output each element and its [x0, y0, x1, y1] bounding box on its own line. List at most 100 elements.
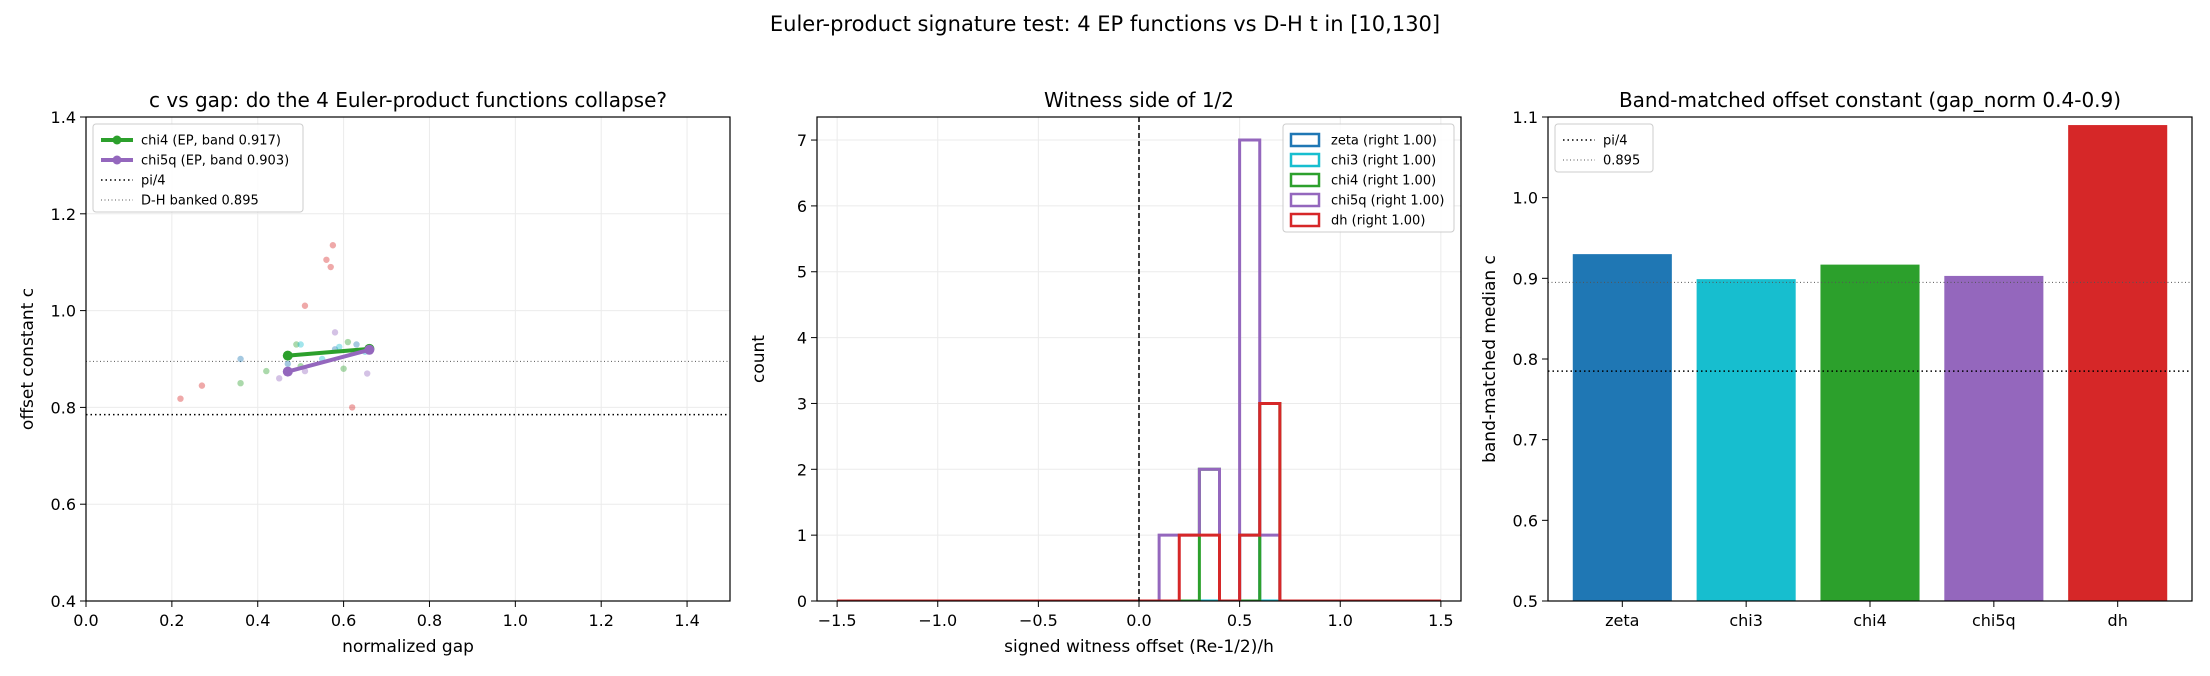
y-tick-label: 1.0 [1513, 189, 1538, 208]
y-tick-label: 0.8 [51, 398, 76, 417]
scatter-point [237, 355, 244, 363]
x-tick-label: chi3 [1729, 611, 1763, 630]
legend-label: chi5q (right 1.00) [1331, 194, 1444, 209]
legend-box [1282, 123, 1455, 233]
y-tick-label: 0.4 [51, 592, 76, 611]
y-tick-label: 4 [797, 329, 807, 348]
series-line [287, 347, 370, 374]
y-tick-label: 0.6 [51, 495, 76, 514]
x-tick-label: 1.0 [1328, 611, 1353, 630]
x-tick-label: zeta [1605, 611, 1639, 630]
y-tick-label: 3 [797, 394, 807, 413]
scatter-point [276, 375, 283, 382]
legend-swatch [1289, 172, 1321, 188]
bar [1820, 264, 1920, 601]
legend-label: pi/4 [141, 174, 166, 189]
x-tick-label: 0.8 [417, 611, 442, 630]
scatter-point [329, 242, 337, 249]
scatter-point [301, 367, 309, 375]
y-tick-label: 1.2 [51, 205, 76, 224]
series-marker [282, 350, 293, 361]
y-tick-label: 1.0 [51, 302, 76, 321]
y-tick-label: 1.1 [1513, 108, 1538, 127]
axes-frame [85, 116, 731, 602]
scatter-panel: c vs gap: do the 4 Euler-product functio… [18, 88, 731, 657]
y-tick-label: 0.6 [1513, 511, 1538, 530]
chart-title: Witness side of 1/2 [1044, 88, 1234, 112]
x-tick-label: −1.5 [818, 611, 857, 630]
legend-label: D-H banked 0.895 [141, 194, 259, 209]
scatter-point [237, 380, 244, 387]
bar [1696, 279, 1796, 601]
legend-label: chi5q (EP, band 0.903) [141, 154, 289, 169]
legend-swatch [1289, 132, 1321, 148]
bar [1944, 275, 2044, 601]
scatter-point [327, 263, 334, 271]
chart-title: Band-matched offset constant (gap_norm 0… [1619, 88, 2121, 112]
legend-box [1554, 123, 1654, 173]
x-tick-label: 0.6 [331, 611, 356, 630]
x-tick-label: 0.0 [73, 611, 98, 630]
y-tick-label: 5 [797, 263, 807, 282]
chart-title: c vs gap: do the 4 Euler-product functio… [149, 88, 667, 112]
x-tick-label: 1.2 [588, 611, 613, 630]
scatter-point [177, 395, 184, 402]
y-tick-label: 0.9 [1513, 269, 1538, 288]
x-axis-label: signed witness offset (Re-1/2)/h [1004, 637, 1274, 657]
series-marker [282, 366, 293, 377]
scatter-point [198, 382, 206, 389]
scatter-point [336, 343, 343, 351]
x-tick-label: chi5q [1972, 611, 2016, 630]
x-tick-label: 1.0 [503, 611, 528, 630]
scatter-point [344, 338, 352, 346]
scatter-point [284, 360, 291, 368]
legend-marker [112, 135, 122, 145]
scatter-point [353, 341, 360, 348]
figure-suptitle: Euler-product signature test: 4 EP funct… [770, 12, 1440, 36]
x-tick-label: 1.5 [1428, 611, 1453, 630]
y-tick-label: 6 [797, 197, 807, 216]
y-tick-label: 7 [797, 131, 807, 150]
bar [1572, 254, 1672, 601]
x-tick-label: 0.2 [159, 611, 184, 630]
y-tick-label: 0 [797, 592, 807, 611]
x-tick-label: 0.0 [1126, 611, 1151, 630]
scatter-point [297, 341, 304, 348]
bar [2068, 125, 2168, 601]
legend-swatch [1289, 152, 1321, 168]
legend-label: chi3 (right 1.00) [1331, 154, 1436, 169]
legend-label: chi4 (right 1.00) [1331, 174, 1436, 189]
legend-box [92, 123, 304, 213]
x-axis-label: normalized gap [342, 637, 474, 657]
x-tick-label: 0.5 [1227, 611, 1252, 630]
x-tick-label: −1.0 [918, 611, 957, 630]
legend-swatch [1289, 212, 1321, 228]
scatter-point [340, 365, 347, 372]
legend-label: 0.895 [1603, 154, 1640, 169]
scatter-point [348, 404, 356, 411]
x-tick-label: −0.5 [1019, 611, 1058, 630]
scatter-point [301, 302, 309, 309]
legend-label: chi4 (EP, band 0.917) [141, 134, 281, 149]
y-tick-label: 1.4 [51, 108, 76, 127]
y-axis-label: offset constant c [18, 288, 38, 430]
series-line [287, 346, 370, 358]
x-tick-label: 0.4 [245, 611, 270, 630]
y-tick-label: 2 [797, 460, 807, 479]
legend-label: zeta (right 1.00) [1331, 134, 1437, 149]
y-axis-label: band-matched median c [1480, 255, 1500, 463]
scatter-point [293, 341, 300, 348]
x-tick-label: dh [2108, 611, 2128, 630]
histogram-panel: Witness side of 1/2 signed witness offset… [749, 88, 1462, 657]
legend-label: pi/4 [1603, 134, 1628, 149]
histogram-series [837, 401, 1441, 601]
scatter-point [364, 370, 371, 377]
y-tick-label: 0.5 [1513, 592, 1538, 611]
legend-swatch [1289, 192, 1321, 208]
y-tick-label: 0.8 [1513, 350, 1538, 369]
legend-label: dh (right 1.00) [1331, 214, 1425, 229]
x-tick-label: chi4 [1853, 611, 1887, 630]
bar-panel: Band-matched offset constant (gap_norm 0… [1480, 88, 2193, 630]
x-tick-label: 1.4 [674, 611, 699, 630]
